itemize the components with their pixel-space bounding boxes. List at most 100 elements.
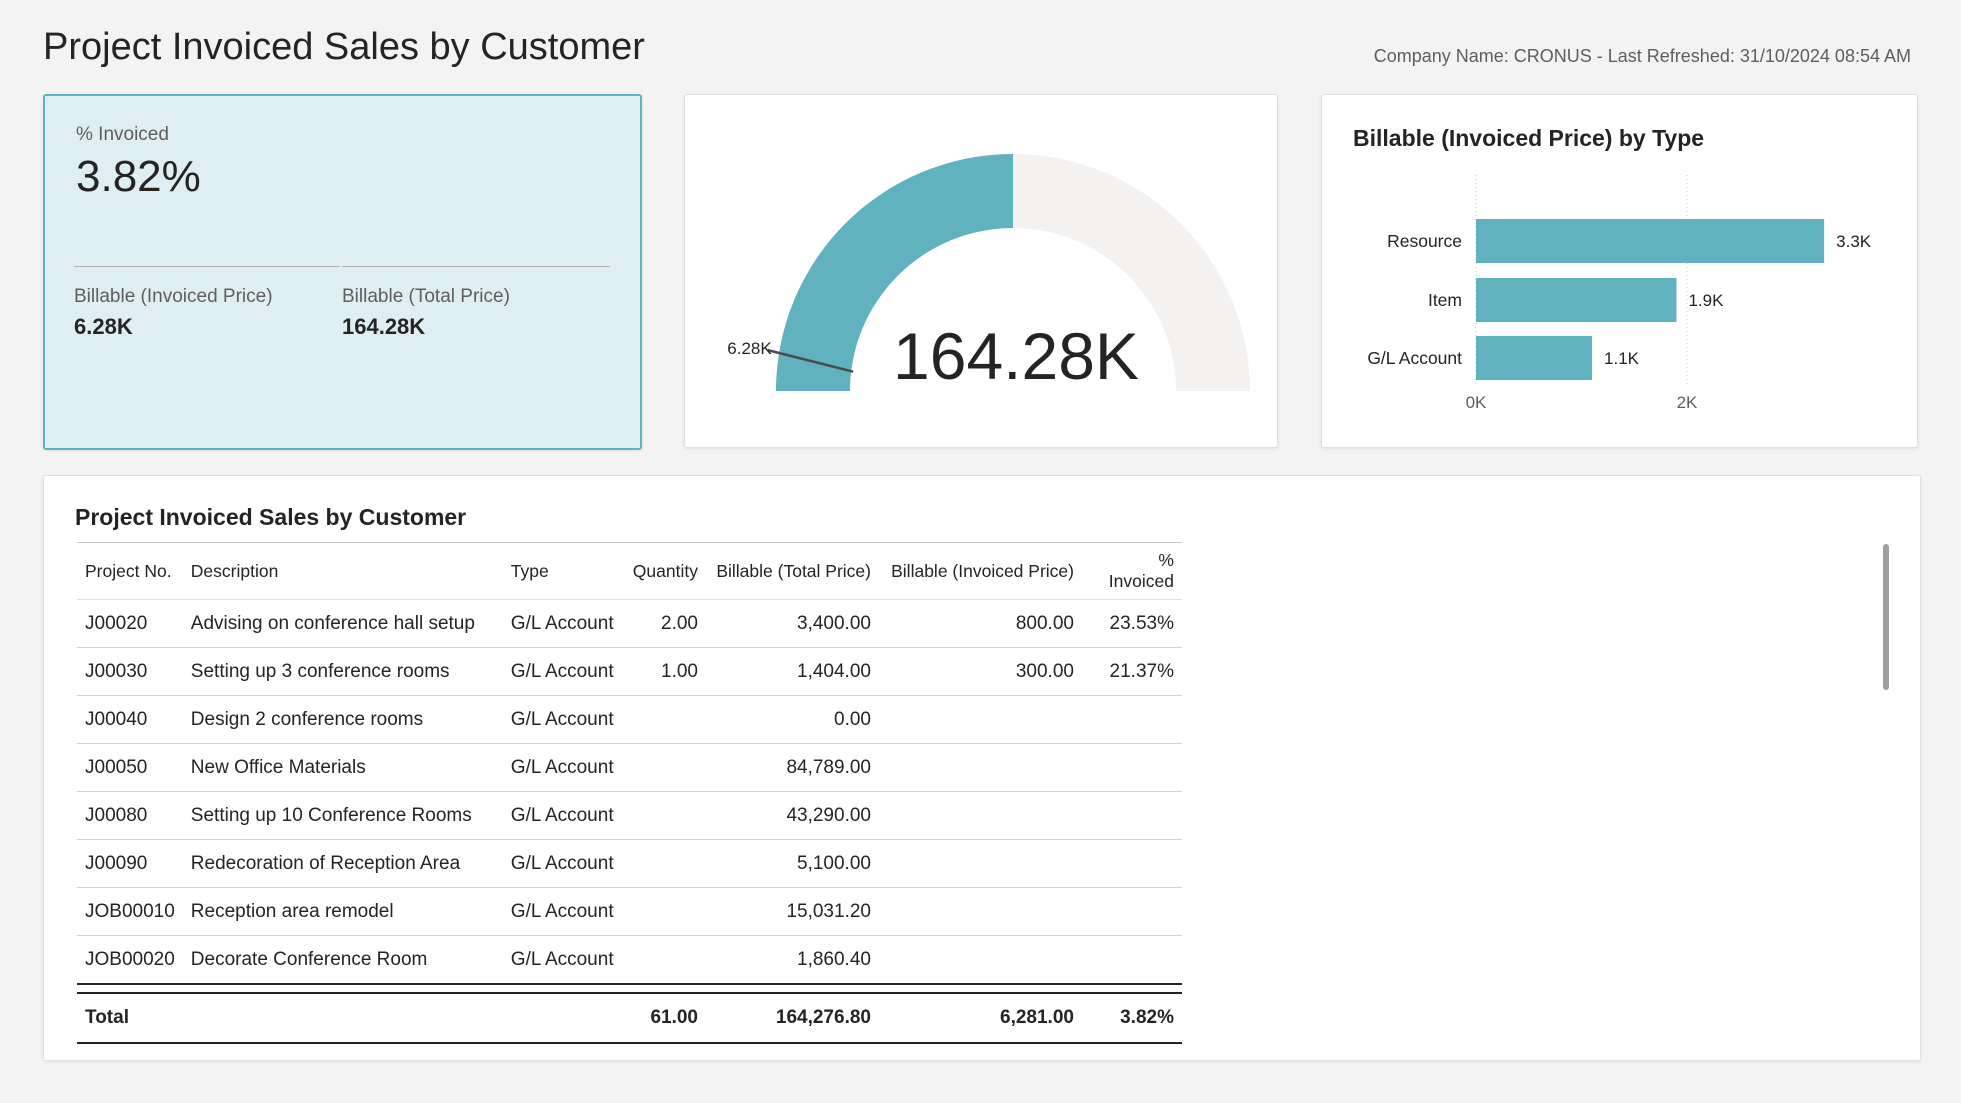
- table-cell: [624, 839, 706, 888]
- table-card[interactable]: Project Invoiced Sales by Customer Proje…: [43, 475, 1921, 1061]
- table-cell: Decorate Conference Room: [182, 935, 503, 985]
- table-cell: Setting up 10 Conference Rooms: [182, 791, 503, 840]
- table-cell: 3.82%: [1081, 992, 1182, 1044]
- table-cell: G/L Account: [502, 887, 625, 936]
- gauge-card[interactable]: 6.28K 164.28K: [684, 94, 1278, 448]
- table-title: Project Invoiced Sales by Customer: [75, 504, 467, 530]
- table-cell: J00080: [77, 791, 183, 840]
- table-row[interactable]: J00050 New Office Materials G/L Account 84,…: [77, 743, 1182, 792]
- table-row[interactable]: J00020 Advising on conference hall setup G…: [77, 599, 1182, 648]
- table-cell: 1.00: [624, 647, 706, 696]
- gauge-chart: 6.28K 164.28K: [727, 154, 1250, 393]
- table-row[interactable]: J00040 Design 2 conference rooms G/L Accou…: [77, 695, 1182, 744]
- last-refreshed-info: Company Name: CRONUS - Last Refreshed: 3…: [1373, 46, 1911, 66]
- kpi-invoiced-value: 6.28K: [74, 314, 133, 339]
- data-table: Project No. Description Type Quantity Bi…: [77, 542, 1182, 1044]
- chart-data-label: 1.9K: [1688, 291, 1724, 310]
- kpi-divider: [342, 266, 610, 267]
- table-cell: 61.00: [624, 992, 706, 1044]
- table-cell: 1,404.00: [705, 647, 879, 696]
- chart-tick-label: 0K: [1466, 393, 1487, 412]
- table-cell: [878, 743, 1082, 792]
- table-cell: [878, 695, 1082, 744]
- column-header-description[interactable]: Description: [182, 542, 503, 600]
- page-title: Project Invoiced Sales by Customer: [43, 26, 645, 68]
- table-cell: 23.53%: [1081, 599, 1182, 648]
- gauge-target-label: 6.28K: [727, 339, 772, 358]
- table-cell: J00020: [77, 599, 183, 648]
- table-cell: Total: [77, 992, 183, 1044]
- table-cell: 1,860.40: [705, 935, 879, 985]
- column-header-type[interactable]: Type: [502, 542, 625, 600]
- kpi-label: % Invoiced: [76, 124, 169, 145]
- table-cell: [624, 935, 706, 985]
- table-cell: 5,100.00: [705, 839, 879, 888]
- table-cell: [624, 743, 706, 792]
- table-cell: [182, 992, 503, 1044]
- table-cell: [878, 887, 1082, 936]
- kpi-divider: [74, 266, 340, 267]
- column-header-project-no[interactable]: Project No.: [77, 542, 183, 600]
- column-header-percent-invoiced[interactable]: % Invoiced: [1081, 542, 1182, 600]
- table-row[interactable]: J00080 Setting up 10 Conference Rooms G/L …: [77, 791, 1182, 840]
- table-cell: [1081, 839, 1182, 888]
- chart-category-label: Resource: [1387, 231, 1462, 251]
- table-cell: J00090: [77, 839, 183, 888]
- table-row[interactable]: J00030 Setting up 3 conference rooms G/L A…: [77, 647, 1182, 696]
- table-cell: [1081, 935, 1182, 985]
- kpi-invoiced-label: Billable (Invoiced Price): [74, 286, 273, 307]
- table-cell: [878, 791, 1082, 840]
- table-cell: J00030: [77, 647, 183, 696]
- table-cell: 2.00: [624, 599, 706, 648]
- table-row[interactable]: JOB00020 Decorate Conference Room G/L Acco…: [77, 935, 1182, 985]
- table-cell: [624, 695, 706, 744]
- chart-bar: [1476, 278, 1677, 322]
- table-cell: [624, 887, 706, 936]
- column-header-billable-invoiced[interactable]: Billable (Invoiced Price): [878, 542, 1082, 600]
- table-cell: [624, 791, 706, 840]
- table-cell: J00040: [77, 695, 183, 744]
- table-cell: JOB00020: [77, 935, 183, 985]
- table-cell: [502, 992, 625, 1044]
- column-header-quantity[interactable]: Quantity: [624, 542, 706, 600]
- chart-category-label: Item: [1428, 290, 1462, 310]
- chart-data-label: 3.3K: [1836, 232, 1872, 251]
- table-row[interactable]: J00090 Redecoration of Reception Area G/L …: [77, 839, 1182, 888]
- kpi-card-percent-invoiced[interactable]: % Invoiced 3.82% Billable (Invoiced Pric…: [43, 94, 642, 450]
- table-cell: 15,031.20: [705, 887, 879, 936]
- table-cell: 164,276.80: [705, 992, 879, 1044]
- column-header-billable-total[interactable]: Billable (Total Price): [705, 542, 879, 600]
- gauge-fill: [776, 154, 1013, 391]
- table-cell: [878, 839, 1082, 888]
- gauge-center-value: 164.28K: [893, 319, 1139, 393]
- table-cell: 43,290.00: [705, 791, 879, 840]
- kpi-total-label: Billable (Total Price): [342, 286, 510, 307]
- table-cell: [1081, 791, 1182, 840]
- table-cell: 0.00: [705, 695, 879, 744]
- table-cell: [1081, 887, 1182, 936]
- table-cell: G/L Account: [502, 935, 625, 985]
- table-cell: 6,281.00: [878, 992, 1082, 1044]
- table-cell: Setting up 3 conference rooms: [182, 647, 503, 696]
- table-cell: Redecoration of Reception Area: [182, 839, 503, 888]
- table-cell: [1081, 695, 1182, 744]
- chart-category-label: G/L Account: [1367, 348, 1462, 368]
- table-total-row: Total 61.00 164,276.80 6,281.00 3.82%: [77, 992, 1182, 1044]
- bar-chart: 0K 2K Resource 3.3K Item 1.9K G/L Account 1.1K: [1367, 175, 1872, 412]
- kpi-value: 3.82%: [76, 152, 201, 201]
- bar-chart-card[interactable]: Billable (Invoiced Price) by Type 0K 2K Re…: [1321, 94, 1918, 448]
- vertical-scrollbar[interactable]: [1883, 544, 1889, 690]
- table-cell: 3,400.00: [705, 599, 879, 648]
- table-cell: New Office Materials: [182, 743, 503, 792]
- table-cell: Reception area remodel: [182, 887, 503, 936]
- table-cell: G/L Account: [502, 695, 625, 744]
- table-row[interactable]: JOB00010 Reception area remodel G/L Accoun…: [77, 887, 1182, 936]
- table-header-row: Project No. Description Type Quantity Bi…: [77, 542, 1182, 600]
- table-cell: 300.00: [878, 647, 1082, 696]
- table-cell: G/L Account: [502, 599, 625, 648]
- table-cell: 21.37%: [1081, 647, 1182, 696]
- table-cell: 84,789.00: [705, 743, 879, 792]
- chart-title: Billable (Invoiced Price) by Type: [1353, 125, 1705, 151]
- table-cell: G/L Account: [502, 647, 625, 696]
- table-cell: Design 2 conference rooms: [182, 695, 503, 744]
